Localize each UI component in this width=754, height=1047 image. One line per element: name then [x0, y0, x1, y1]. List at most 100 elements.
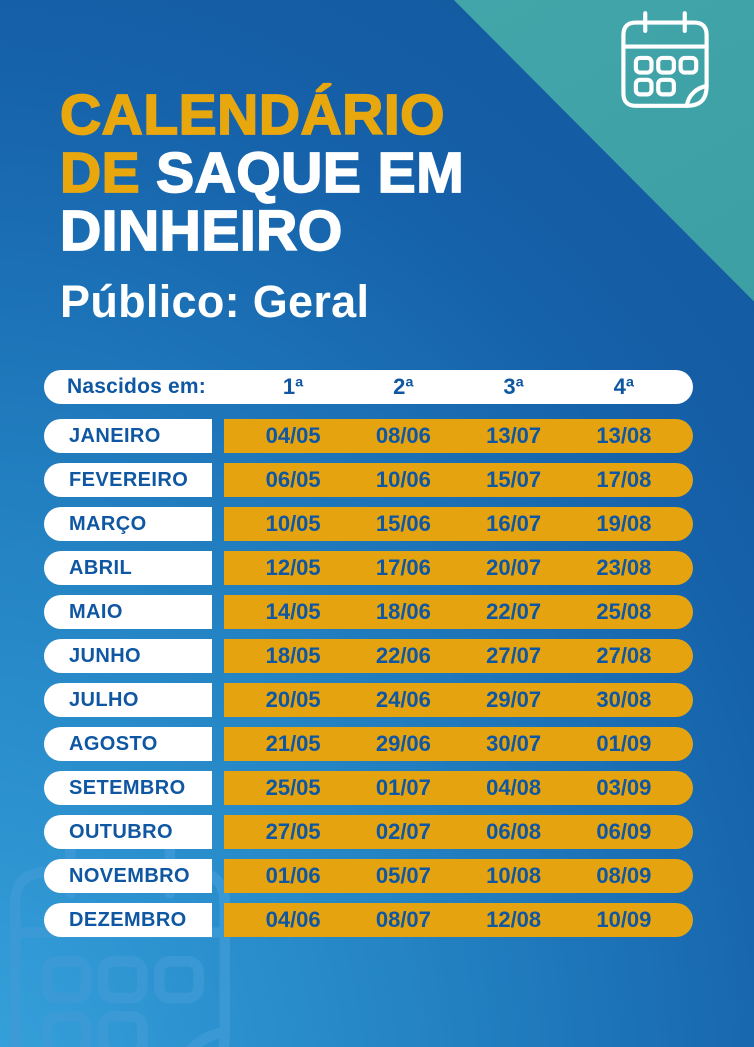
date-cell: 01/09	[596, 731, 652, 756]
date-cell: 08/06	[375, 423, 431, 448]
date-cell: 08/09	[596, 863, 652, 888]
date-cell: 29/06	[375, 731, 431, 756]
date-cell: 04/08	[486, 775, 542, 800]
date-cell: 10/09	[596, 907, 652, 932]
date-cell: 06/05	[265, 467, 321, 492]
date-cell: 10/05	[265, 511, 321, 536]
date-cell: 17/06	[375, 555, 431, 580]
date-cell: 27/08	[596, 643, 652, 668]
month-label: OUTUBRO	[44, 815, 212, 849]
date-cell: 13/08	[596, 423, 652, 448]
dates-pill: 18/05 22/06 27/07 27/08	[224, 639, 693, 673]
dates-pill: 20/05 24/06 29/07 30/08	[224, 683, 693, 717]
date-cell: 20/07	[486, 555, 542, 580]
dates-pill: 06/05 10/06 15/07 17/08	[224, 463, 693, 497]
page-title: CALENDÁRIO DE SAQUE EM DINHEIRO	[59, 83, 465, 263]
date-cell: 27/07	[486, 643, 542, 668]
table-row: NOVEMBRO 01/06 05/07 10/08 08/09	[44, 859, 693, 893]
table-row: ABRIL 12/05 17/06 20/07 23/08	[44, 551, 693, 585]
month-label: FEVEREIRO	[44, 463, 212, 497]
date-cell: 29/07	[486, 687, 542, 712]
column-header: 1ª	[282, 374, 304, 399]
table-row: JULHO 20/05 24/06 29/07 30/08	[44, 683, 693, 717]
calendar-watermark-icon	[9, 843, 231, 1047]
month-label: NOVEMBRO	[44, 859, 212, 893]
date-cell: 15/06	[375, 511, 431, 536]
title-line-1: CALENDÁRIO	[59, 83, 445, 147]
date-cell: 12/05	[265, 555, 321, 580]
table-row: MAIO 14/05 18/06 22/07 25/08	[44, 595, 693, 629]
month-label: SETEMBRO	[44, 771, 212, 805]
date-cell: 04/05	[265, 423, 321, 448]
dates-pill: 21/05 29/06 30/07 01/09	[224, 727, 693, 761]
date-cell: 30/08	[596, 687, 652, 712]
date-cell: 18/05	[265, 643, 321, 668]
date-cell: 08/07	[375, 907, 431, 932]
title-line-3: DINHEIRO	[59, 199, 343, 263]
date-cell: 23/08	[596, 555, 652, 580]
date-cell: 02/07	[375, 819, 431, 844]
table-body: JANEIRO 04/05 08/06 13/07 13/08 FEVEREIRO 0…	[44, 419, 693, 937]
date-cell: 17/08	[596, 467, 652, 492]
date-cell: 20/05	[265, 687, 321, 712]
date-cell: 27/05	[265, 819, 321, 844]
date-cell: 22/06	[375, 643, 431, 668]
table-row: OUTUBRO 27/05 02/07 06/08 06/09	[44, 815, 693, 849]
column-header: 4ª	[613, 374, 635, 399]
month-label: JUNHO	[44, 639, 212, 673]
dates-pill: 04/05 08/06 13/07 13/08	[224, 419, 693, 453]
dates-pill: 04/06 08/07 12/08 10/09	[224, 903, 693, 937]
calendar-icon	[621, 11, 709, 108]
table-header-row: Nascidos em: 1ª 2ª 3ª 4ª	[44, 370, 693, 404]
audience-subtitle: Público: Geral	[60, 276, 370, 327]
table-row: JUNHO 18/05 22/06 27/07 27/08	[44, 639, 693, 673]
month-label: DEZEMBRO	[44, 903, 212, 937]
date-cell: 04/06	[265, 907, 321, 932]
month-label: AGOSTO	[44, 727, 212, 761]
date-cell: 01/07	[375, 775, 431, 800]
month-label: MARÇO	[44, 507, 212, 541]
dates-pill: 10/05 15/06 16/07 19/08	[224, 507, 693, 541]
date-cell: 12/08	[486, 907, 542, 932]
table-row: AGOSTO 21/05 29/06 30/07 01/09	[44, 727, 693, 761]
date-cell: 30/07	[486, 731, 542, 756]
title-block: CALENDÁRIO DE SAQUE EM DINHEIRO Público: …	[59, 83, 465, 328]
column-header: 2ª	[393, 374, 414, 399]
month-label: ABRIL	[44, 551, 212, 585]
table-header-label: Nascidos em:	[67, 375, 206, 398]
dates-pill: 27/05 02/07 06/08 06/09	[224, 815, 693, 849]
column-header: 3ª	[503, 374, 524, 399]
title-line-2-rest: SAQUE EM	[155, 141, 465, 205]
date-cell: 06/08	[486, 819, 542, 844]
date-cell: 10/06	[375, 467, 431, 492]
month-label: JULHO	[44, 683, 212, 717]
date-cell: 01/06	[265, 863, 321, 888]
dates-pill: 25/05 01/07 04/08 03/09	[224, 771, 693, 805]
date-cell: 19/08	[596, 511, 652, 536]
dates-pill: 01/06 05/07 10/08 08/09	[224, 859, 693, 893]
date-cell: 06/09	[596, 819, 652, 844]
dates-pill: 14/05 18/06 22/07 25/08	[224, 595, 693, 629]
date-cell: 10/08	[486, 863, 542, 888]
month-label: MAIO	[44, 595, 212, 629]
table-row: SETEMBRO 25/05 01/07 04/08 03/09	[44, 771, 693, 805]
table-row: FEVEREIRO 06/05 10/06 15/07 17/08	[44, 463, 693, 497]
table-header-columns: 1ª 2ª 3ª 4ª	[224, 374, 693, 400]
month-label: JANEIRO	[44, 419, 212, 453]
withdrawal-calendar-table: Nascidos em: 1ª 2ª 3ª 4ª JANEIRO 04/05 08/06…	[44, 370, 693, 947]
date-cell: 14/05	[265, 599, 321, 624]
date-cell: 24/06	[375, 687, 431, 712]
date-cell: 05/07	[375, 863, 431, 888]
title-line-2-accent: DE	[59, 141, 141, 205]
date-cell: 03/09	[596, 775, 652, 800]
date-cell: 18/06	[375, 599, 431, 624]
date-cell: 15/07	[486, 467, 542, 492]
table-row: DEZEMBRO 04/06 08/07 12/08 10/09	[44, 903, 693, 937]
date-cell: 22/07	[486, 599, 542, 624]
date-cell: 16/07	[486, 511, 542, 536]
date-cell: 21/05	[265, 731, 321, 756]
date-cell: 13/07	[486, 423, 542, 448]
date-cell: 25/08	[596, 599, 652, 624]
date-cell: 25/05	[265, 775, 321, 800]
